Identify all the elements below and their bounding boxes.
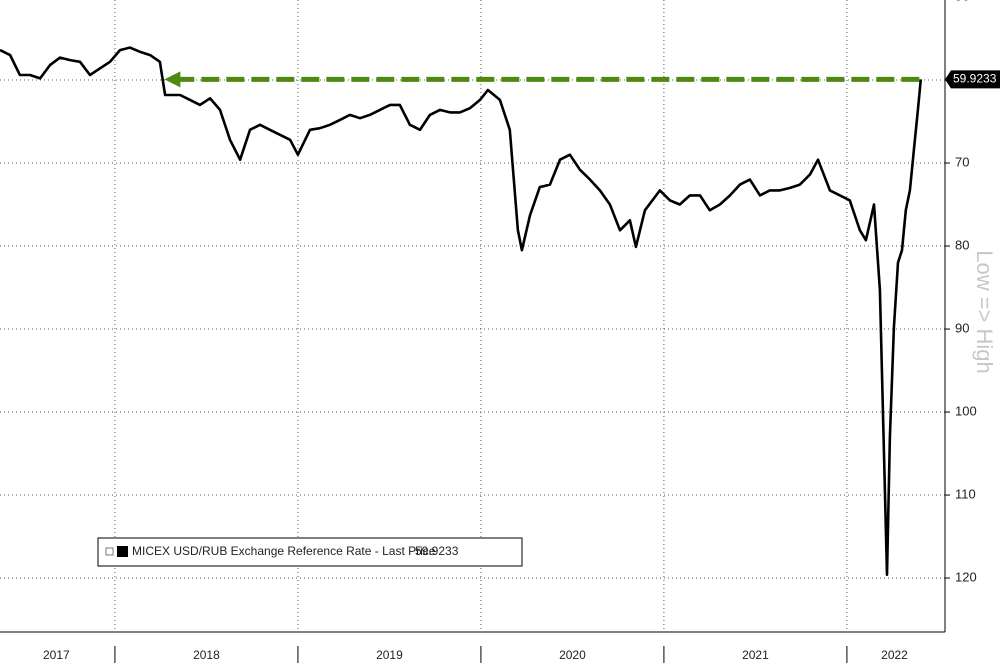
legend: MICEX USD/RUB Exchange Reference Rate - … (97, 537, 523, 567)
arrow-head (164, 71, 181, 88)
last-price-tag (945, 70, 1000, 89)
legend-last-price: 59.9233 (415, 544, 459, 558)
legend-box (97, 537, 523, 567)
y-tick-label: 70 (955, 154, 969, 169)
x-tick-label: 2021 (742, 648, 769, 662)
y-tick-label: 80 (955, 237, 969, 252)
y-tick-label: 90 (955, 320, 969, 335)
x-tick-label: 2018 (193, 648, 220, 662)
x-tick-label: 2020 (559, 648, 586, 662)
y-tick-label: 110 (955, 486, 976, 501)
y-tick-label: 50 (955, 0, 969, 3)
x-tick-label: 2017 (43, 648, 70, 662)
x-tick-label: 2022 (881, 648, 908, 662)
axis-note: Low => High (972, 250, 997, 374)
legend-toggle (105, 547, 114, 556)
y-tick-label: 120 (955, 569, 977, 584)
x-tick-label: 2019 (376, 648, 403, 662)
last-price-label: 59.9233 (953, 72, 997, 86)
legend-swatch (117, 546, 128, 557)
line-series (0, 46, 923, 577)
legend-label: MICEX USD/RUB Exchange Reference Rate - … (132, 544, 436, 558)
y-tick-label: 100 (955, 403, 977, 418)
